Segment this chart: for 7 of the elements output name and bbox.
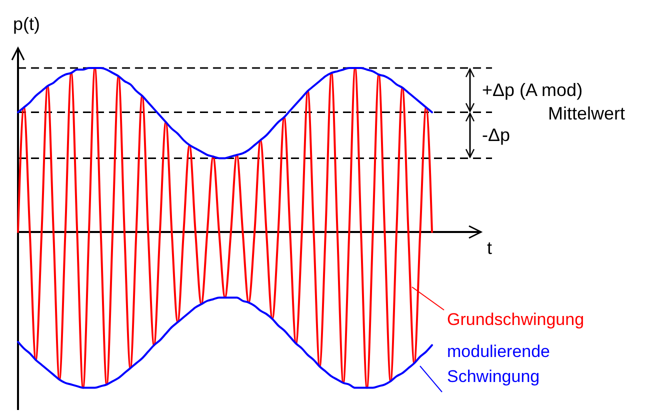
text: +Δp (A mod) [482,80,583,100]
ref-line-label: Mittelwert [548,103,626,124]
text: -Δp [482,125,510,146]
y-axis-title: p(t) [13,14,40,34]
series-label: modulierende Schwingung [447,342,550,386]
x-axis-title: t [487,238,492,258]
series-label: Grundschwingung [447,310,584,329]
